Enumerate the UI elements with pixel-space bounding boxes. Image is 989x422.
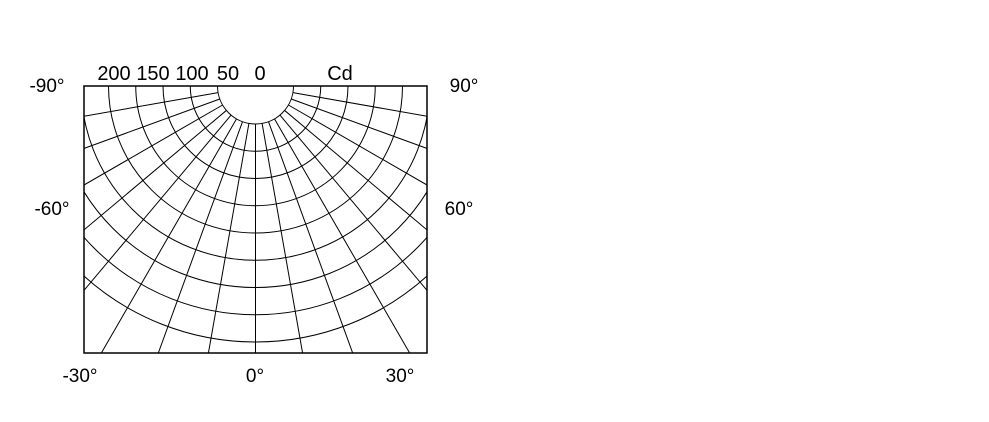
svg-text:200: 200 xyxy=(97,63,130,85)
svg-text:0°: 0° xyxy=(246,366,264,387)
svg-text:-90°: -90° xyxy=(29,76,64,97)
svg-text:50: 50 xyxy=(217,63,239,85)
svg-text:60°: 60° xyxy=(445,199,474,220)
svg-text:150: 150 xyxy=(136,63,169,85)
svg-text:-60°: -60° xyxy=(34,199,69,220)
svg-text:Cd: Cd xyxy=(327,63,353,85)
svg-text:100: 100 xyxy=(175,63,208,85)
svg-text:30°: 30° xyxy=(386,366,415,387)
svg-text:0: 0 xyxy=(254,63,265,85)
svg-text:90°: 90° xyxy=(450,76,479,97)
svg-text:-30°: -30° xyxy=(62,366,97,387)
